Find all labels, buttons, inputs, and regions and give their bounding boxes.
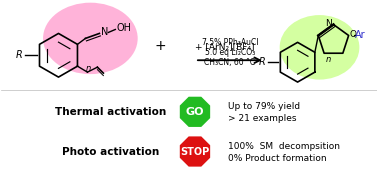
Text: N: N	[101, 27, 109, 37]
Text: 5.0 eq Li₂CO₃: 5.0 eq Li₂CO₃	[205, 48, 255, 57]
Ellipse shape	[43, 3, 138, 74]
Text: + [ArN₂][BF₄]: + [ArN₂][BF₄]	[195, 42, 254, 51]
Text: STOP: STOP	[180, 146, 210, 156]
Text: O: O	[350, 30, 356, 39]
Text: Up to 79% yield: Up to 79% yield	[228, 102, 300, 111]
Text: R: R	[258, 57, 265, 67]
Ellipse shape	[280, 15, 359, 80]
Text: 0% Product formation: 0% Product formation	[228, 154, 327, 163]
Text: Thermal activation: Thermal activation	[55, 107, 166, 117]
Text: R: R	[15, 50, 22, 60]
Text: n: n	[85, 64, 91, 73]
Text: N: N	[325, 19, 332, 28]
Text: n: n	[326, 55, 332, 64]
Text: 7.5% PPh₃AuCl: 7.5% PPh₃AuCl	[201, 38, 258, 47]
Polygon shape	[178, 95, 212, 128]
Polygon shape	[178, 135, 212, 168]
Text: GO: GO	[186, 107, 204, 117]
Text: Ar: Ar	[355, 30, 365, 40]
Text: Photo activation: Photo activation	[62, 146, 159, 156]
Text: CH₃CN, 60 °C: CH₃CN, 60 °C	[204, 58, 256, 67]
Text: OH: OH	[116, 23, 131, 33]
Text: 100%  SM  decompsition: 100% SM decompsition	[228, 142, 340, 151]
Text: +: +	[154, 39, 166, 53]
Text: > 21 examples: > 21 examples	[228, 114, 296, 123]
